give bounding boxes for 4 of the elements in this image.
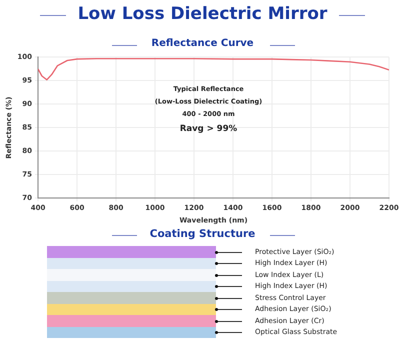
annotation: Ravg > 99%: [180, 124, 238, 134]
text: Coating Structure: [148, 228, 256, 240]
chart-title: Low Loss Dielectric Mirror: [76, 4, 328, 24]
chart-subtitle: Reflectance Curve: [150, 38, 255, 49]
